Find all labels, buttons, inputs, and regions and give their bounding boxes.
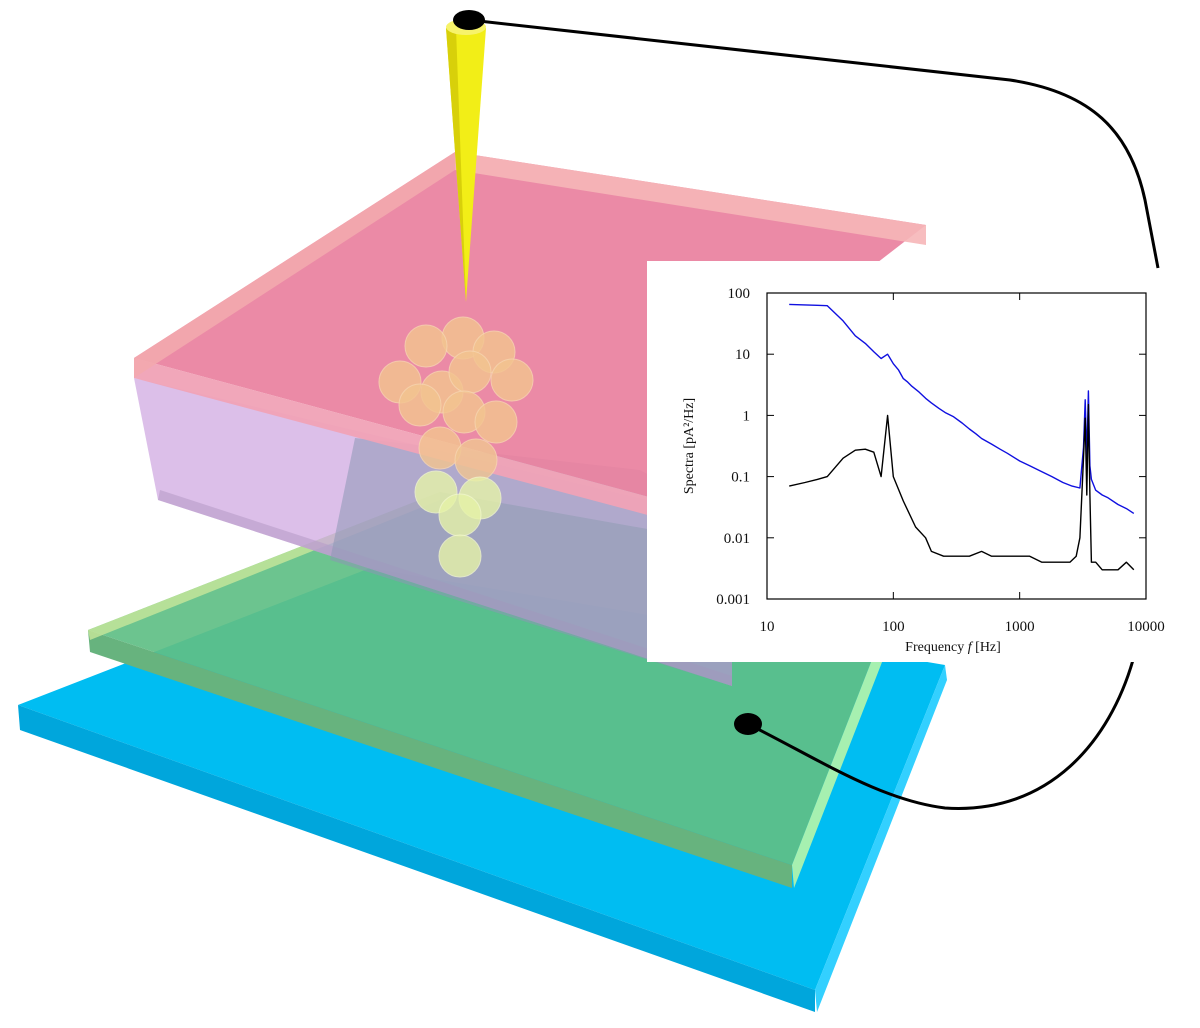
plot-frame-group — [766, 292, 1147, 600]
atom — [454, 438, 498, 482]
spectrum-series-black-line — [789, 403, 1135, 571]
x-axis-label-suffix: [Hz] — [972, 640, 1001, 655]
x-tick-label: 10000 — [1127, 619, 1165, 635]
atom — [474, 400, 518, 444]
tip-cone-shade — [446, 28, 466, 302]
spectrum-series — [789, 303, 1135, 571]
y-tick-label: 0.01 — [724, 531, 750, 547]
substrate-front-face — [18, 705, 815, 1012]
tip-contact-dot — [453, 10, 485, 30]
pink-layer-back-edge — [455, 152, 926, 245]
x-tick-label: 10 — [760, 619, 775, 635]
chart-inset-background — [647, 261, 1153, 662]
y-axis-label: Spectra [pA²/Hz] — [682, 398, 697, 494]
circuit-wire — [469, 18, 1160, 269]
x-tick-label: 100 — [882, 619, 905, 635]
x-axis-label-prefix: Frequency — [905, 640, 968, 655]
y-tick-label: 10 — [735, 347, 750, 363]
substrate-side-face — [815, 665, 947, 1012]
atom — [438, 534, 482, 578]
y-tick-label: 100 — [728, 286, 751, 302]
x-tick-label: 1000 — [1005, 619, 1035, 635]
pink-layer-left-edge — [134, 152, 455, 378]
x-axis-label-variable: f — [968, 640, 974, 655]
atom — [398, 383, 442, 427]
sample-contact-dot — [734, 713, 762, 735]
atom — [404, 324, 448, 368]
y-tick-label: 0.001 — [716, 592, 750, 608]
y-tick-label: 1 — [743, 408, 751, 424]
plot-frame — [766, 292, 1147, 600]
atom — [438, 493, 482, 537]
spectrum-chart-inset: 10 100 1000 10000 100 10 1 0.1 0.01 0.001 Frequen… — [647, 261, 1165, 662]
atom — [490, 358, 534, 402]
tick-labels: 10 100 1000 10000 100 10 1 0.1 0.01 0.001 — [716, 286, 1165, 635]
atom — [448, 350, 492, 394]
y-tick-label: 0.1 — [731, 470, 750, 486]
x-axis-label: Frequency f [Hz] — [905, 640, 1001, 655]
green-layer-front-face — [88, 630, 792, 888]
axis-ticks — [766, 292, 1147, 600]
circuit-wire-lower — [747, 659, 1135, 810]
atom-cluster — [378, 316, 534, 578]
